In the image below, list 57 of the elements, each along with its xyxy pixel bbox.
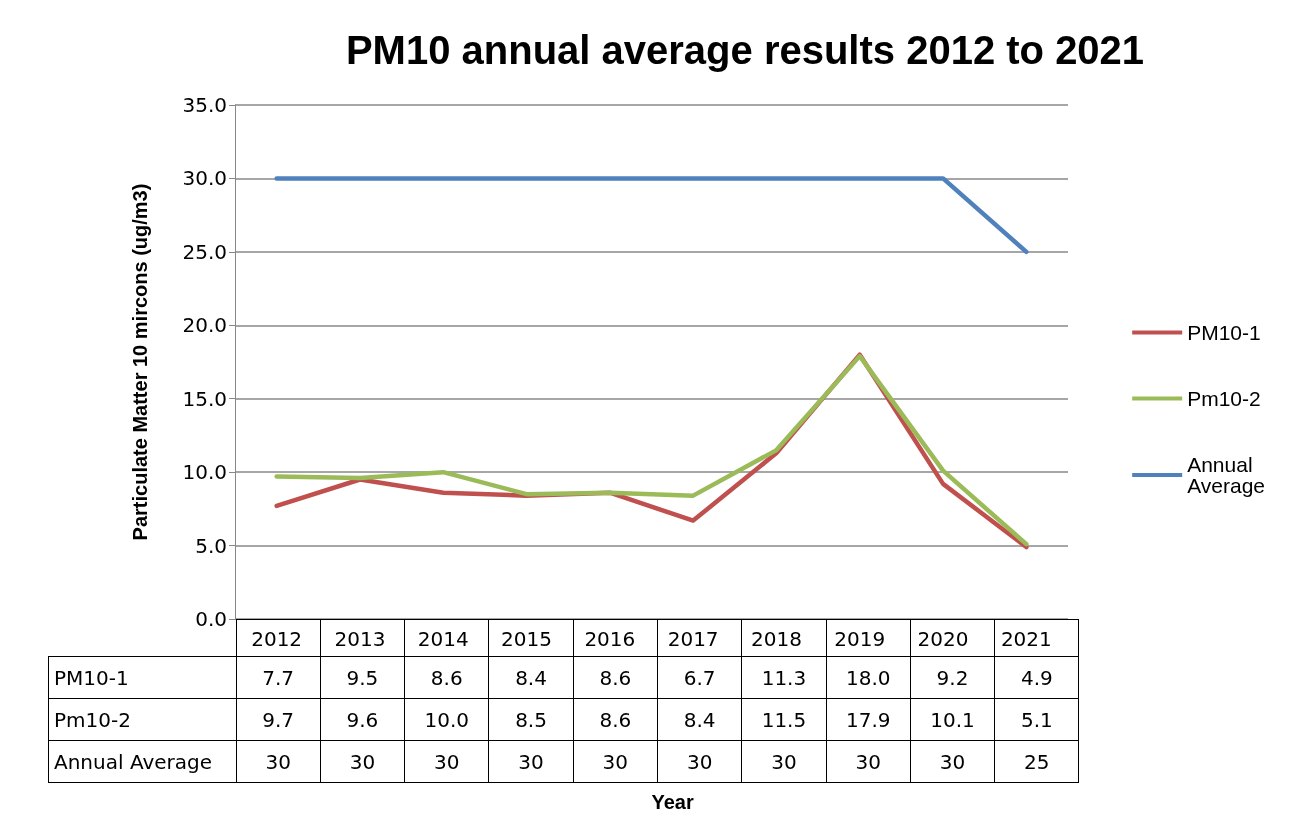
data-label: 10.0 <box>404 698 489 741</box>
text: Year <box>651 791 694 813</box>
y-tick-label: 5.0 <box>195 533 227 558</box>
y-tick-label: 30.0 <box>182 166 227 191</box>
data-label: 30 <box>657 740 742 783</box>
chart-title: PM10 annual average results 2012 to 2021 <box>345 28 1145 72</box>
y-tick-label: 15.0 <box>182 386 227 411</box>
data-label: 30 <box>236 740 321 783</box>
y-axis-title: Particulate Matter 10 mircons (ug/m3) <box>129 183 151 541</box>
data-label: 9.6 <box>320 698 405 741</box>
data-label: 8.6 <box>573 656 658 699</box>
data-label: 7.7 <box>236 656 321 699</box>
data-label: 8.6 <box>404 656 489 699</box>
data-label: 5.1 <box>994 698 1079 741</box>
y-tick-label: 35.0 <box>182 93 227 117</box>
x-tick-label: 2014 <box>417 627 469 651</box>
data-label: 30 <box>826 740 911 783</box>
data-label: 6.7 <box>657 656 742 699</box>
data-label: 30 <box>320 740 405 783</box>
data-label: 30 <box>910 740 995 783</box>
legend-label: Annual Average <box>1187 453 1266 497</box>
x-tick-label: 2015 <box>501 627 552 651</box>
data-label: 30 <box>573 740 658 783</box>
text: Annual Average <box>54 749 213 774</box>
data-label: 30 <box>488 740 574 783</box>
data-label: 8.4 <box>488 656 574 699</box>
y-tick-label: 10.0 <box>182 460 227 485</box>
data-label: 4.9 <box>994 656 1079 699</box>
x-tick-label: 2019 <box>834 627 886 651</box>
data-label: 9.2 <box>910 656 995 699</box>
data-label: 25 <box>994 740 1079 783</box>
x-tick-label: 2021 <box>1000 627 1052 651</box>
x-tick-label: 2020 <box>917 627 969 651</box>
data-label: 10.1 <box>910 698 995 741</box>
text: PM10-1 <box>54 665 129 690</box>
data-label: 30 <box>741 740 827 783</box>
data-label: 18.0 <box>826 656 911 699</box>
data-label: 11.5 <box>741 698 827 741</box>
data-label: 9.7 <box>236 698 321 741</box>
y-tick-label: 20.0 <box>182 313 227 338</box>
x-tick-label: 2018 <box>751 627 802 651</box>
data-label: 8.4 <box>657 698 742 741</box>
data-label: 17.9 <box>826 698 911 741</box>
legend-label: PM10-1 <box>1187 321 1261 344</box>
y-tick-label: 25.0 <box>182 239 227 264</box>
x-tick-label: 2012 <box>251 627 303 651</box>
x-tick-label: 2016 <box>584 627 636 651</box>
text: Pm10-2 <box>54 707 131 732</box>
data-label: 11.3 <box>741 656 827 699</box>
data-label: 8.5 <box>488 698 574 741</box>
data-label: 8.6 <box>573 698 658 741</box>
y-tick-label: 0.0 <box>195 607 227 631</box>
data-label: 9.5 <box>320 656 405 699</box>
x-tick-label: 2017 <box>667 627 719 651</box>
x-tick-label: 2013 <box>334 627 386 651</box>
legend-label: Pm10-2 <box>1187 387 1261 410</box>
data-label: 30 <box>404 740 489 783</box>
